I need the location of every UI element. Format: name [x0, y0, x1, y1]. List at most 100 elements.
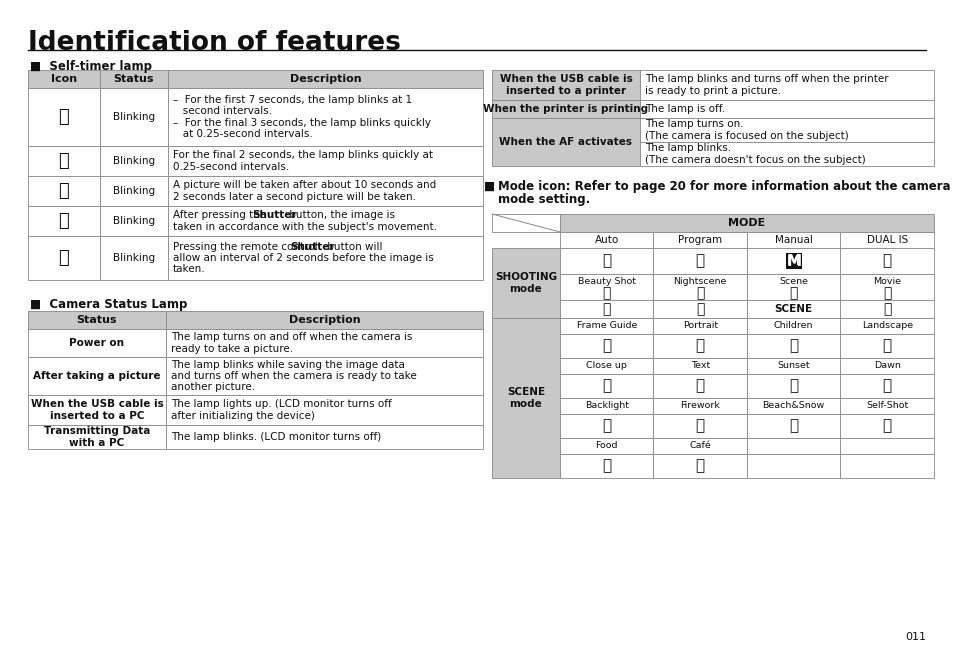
Text: taken in accordance with the subject's movement.: taken in accordance with the subject's m…	[172, 222, 436, 232]
Bar	[492, 214, 559, 232]
Text: The lamp blinks while saving the image data: The lamp blinks while saving the image d…	[171, 360, 404, 370]
Bar	[559, 248, 653, 274]
Bar	[28, 206, 100, 236]
Bar	[166, 311, 482, 329]
Text: 📷: 📷	[882, 378, 891, 393]
Text: ⏻: ⏻	[58, 249, 70, 267]
Bar	[28, 357, 166, 395]
Bar	[746, 334, 840, 358]
Bar	[840, 438, 933, 454]
Bar	[653, 414, 746, 438]
Bar	[746, 318, 840, 334]
Text: at 0.25-second intervals.: at 0.25-second intervals.	[172, 129, 313, 139]
Text: 📷: 📷	[696, 286, 703, 300]
Text: When the AF activates: When the AF activates	[499, 137, 632, 147]
Text: 011: 011	[904, 632, 925, 642]
Text: Description: Description	[289, 315, 360, 325]
Text: Blinking: Blinking	[112, 186, 155, 196]
Text: 📷: 📷	[789, 286, 797, 300]
Text: ■  Camera Status Lamp: ■ Camera Status Lamp	[30, 298, 187, 311]
Bar	[840, 358, 933, 374]
Bar	[653, 358, 746, 374]
Text: 📷: 📷	[601, 459, 611, 473]
Bar	[746, 454, 840, 478]
Text: Food: Food	[595, 442, 618, 451]
Bar	[492, 318, 559, 478]
Bar	[559, 214, 933, 232]
Text: Status: Status	[113, 74, 154, 84]
Text: When the USB cable is
inserted to a PC: When the USB cable is inserted to a PC	[30, 399, 163, 421]
Text: Icon: Icon	[51, 74, 77, 84]
Text: 📷: 📷	[882, 418, 891, 434]
Text: M: M	[786, 254, 800, 268]
Bar	[785, 253, 801, 269]
Bar	[559, 414, 653, 438]
Text: The lamp is off.: The lamp is off.	[644, 104, 724, 114]
Bar	[28, 88, 100, 146]
Text: ■: ■	[483, 180, 495, 193]
Text: MODE: MODE	[727, 218, 765, 228]
Text: 📷: 📷	[695, 253, 704, 269]
Bar	[168, 88, 482, 146]
Text: and turns off when the camera is ready to take: and turns off when the camera is ready t…	[171, 371, 416, 381]
Text: SCENE: SCENE	[774, 304, 812, 314]
Text: Shutter: Shutter	[253, 211, 296, 220]
Bar	[100, 88, 168, 146]
Text: The lamp blinks. (LCD monitor turns off): The lamp blinks. (LCD monitor turns off)	[171, 432, 381, 442]
Bar	[746, 248, 840, 274]
Text: 📷: 📷	[695, 459, 704, 473]
Bar	[559, 438, 653, 454]
Text: Firework: Firework	[679, 401, 720, 411]
Bar	[492, 100, 639, 118]
Text: Scene: Scene	[779, 277, 807, 286]
Text: Nightscene: Nightscene	[673, 277, 726, 286]
Text: 📷: 📷	[602, 302, 610, 316]
Text: Program: Program	[678, 235, 721, 245]
Text: Auto: Auto	[594, 235, 618, 245]
Text: ⏻: ⏻	[58, 152, 70, 170]
Bar	[653, 374, 746, 398]
Text: The lamp turns on and off when the camera is: The lamp turns on and off when the camer…	[171, 332, 412, 343]
Text: Blinking: Blinking	[112, 112, 155, 122]
Text: Movie: Movie	[872, 277, 901, 286]
Bar	[28, 425, 166, 449]
Text: After pressing the: After pressing the	[172, 211, 269, 220]
Text: SHOOTING
mode: SHOOTING mode	[495, 272, 557, 294]
Text: 📷: 📷	[882, 286, 890, 300]
Bar	[653, 300, 746, 318]
Bar	[28, 311, 166, 329]
Bar	[840, 334, 933, 358]
Bar	[100, 70, 168, 88]
Text: 📷: 📷	[601, 378, 611, 393]
Bar	[746, 438, 840, 454]
Bar	[639, 100, 933, 118]
Text: ⏻: ⏻	[58, 182, 70, 200]
Text: Identification of features: Identification of features	[28, 30, 400, 56]
Text: button will: button will	[324, 242, 382, 251]
Text: Blinking: Blinking	[112, 156, 155, 166]
Bar	[100, 176, 168, 206]
Text: SCENE
mode: SCENE mode	[506, 387, 544, 409]
Text: Children: Children	[773, 321, 813, 331]
Bar	[653, 334, 746, 358]
Text: 📷: 📷	[601, 339, 611, 354]
Bar	[166, 395, 482, 425]
Text: 📷: 📷	[788, 378, 798, 393]
Text: Pressing the remote control: Pressing the remote control	[172, 242, 320, 251]
Text: A picture will be taken after about 10 seconds and: A picture will be taken after about 10 s…	[172, 180, 436, 190]
Text: taken.: taken.	[172, 265, 206, 275]
Bar	[166, 425, 482, 449]
Bar	[840, 300, 933, 318]
Text: For the final 2 seconds, the lamp blinks quickly at: For the final 2 seconds, the lamp blinks…	[172, 150, 433, 160]
Bar	[168, 206, 482, 236]
Bar	[28, 70, 100, 88]
Text: Status: Status	[76, 315, 117, 325]
Bar	[28, 329, 166, 357]
Text: M: M	[785, 253, 801, 269]
Bar	[840, 374, 933, 398]
Text: ⏻: ⏻	[58, 212, 70, 230]
Bar	[746, 300, 840, 318]
Bar	[639, 118, 933, 142]
Text: 📷: 📷	[882, 253, 891, 269]
Bar	[100, 146, 168, 176]
